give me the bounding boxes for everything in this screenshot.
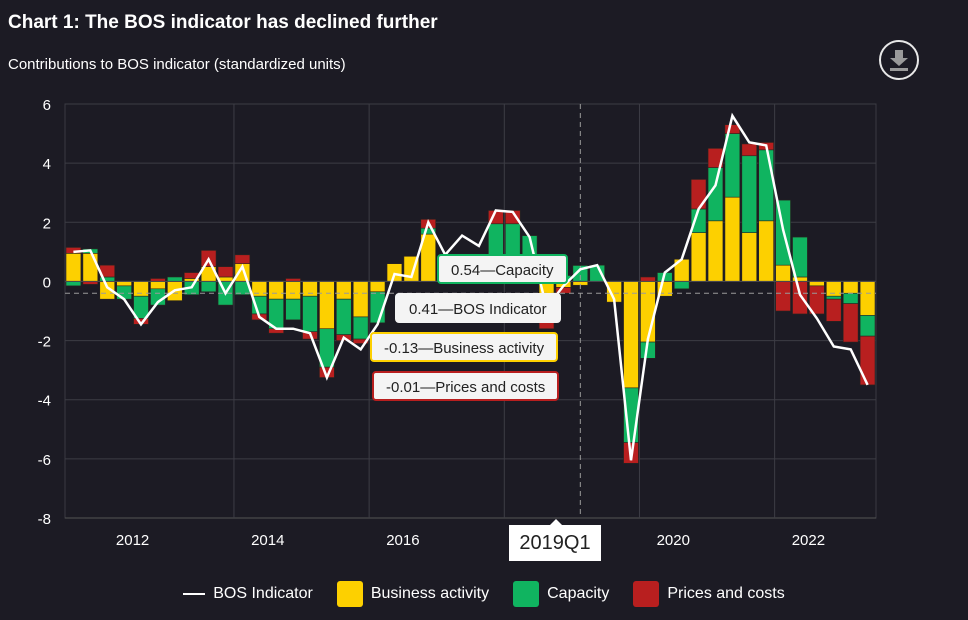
- bar-business-activity[interactable]: [319, 281, 335, 330]
- bar-capacity[interactable]: [116, 285, 132, 300]
- bar-prices-and-costs[interactable]: [741, 143, 758, 157]
- tooltip-bos-indicator: 0.41—BOS Indicator: [395, 293, 561, 323]
- chart-title: Chart 1: The BOS indicator has declined …: [8, 12, 438, 33]
- bar-prices-and-costs[interactable]: [859, 335, 876, 386]
- legend-label: BOS Indicator: [213, 585, 313, 602]
- legend-item-capacity[interactable]: Capacity: [513, 581, 609, 607]
- bar-business-activity[interactable]: [758, 220, 774, 282]
- bar-business-activity[interactable]: [690, 232, 707, 282]
- y-tick-label: -2: [38, 334, 51, 351]
- bar-business-activity[interactable]: [133, 281, 149, 297]
- bar-business-activity[interactable]: [82, 253, 99, 282]
- bar-business-activity[interactable]: [352, 281, 369, 318]
- legend-line-icon: [183, 593, 206, 595]
- legend-item-prices-and-costs[interactable]: Prices and costs: [633, 581, 785, 607]
- tooltip-capacity: 0.54—Capacity: [437, 254, 568, 284]
- bar-capacity[interactable]: [758, 149, 774, 222]
- bar-capacity[interactable]: [352, 316, 369, 340]
- bar-prices-and-costs[interactable]: [792, 281, 808, 315]
- x-tick-label: 2022: [792, 532, 825, 549]
- chart-subtitle: Contributions to BOS indicator (standard…: [8, 56, 346, 73]
- bar-capacity[interactable]: [673, 281, 690, 290]
- legend-item-business-activity[interactable]: Business activity: [336, 581, 490, 607]
- bar-capacity[interactable]: [724, 133, 741, 198]
- legend-label: Prices and costs: [667, 585, 785, 602]
- x-tick-label: 2016: [386, 532, 419, 549]
- bar-business-activity[interactable]: [65, 253, 82, 282]
- y-tick-label: -6: [38, 452, 51, 469]
- legend-label: Business activity: [370, 585, 490, 602]
- bar-prices-and-costs[interactable]: [217, 266, 234, 278]
- bar-capacity[interactable]: [741, 155, 758, 233]
- chart-area: -8-6-4-20246201220142016201820202022: [38, 97, 877, 549]
- bar-business-activity[interactable]: [640, 281, 656, 343]
- tooltip-business-activity: -0.13—Business activity: [370, 332, 559, 362]
- bar-capacity[interactable]: [792, 236, 808, 278]
- legend-swatch-icon: [513, 581, 540, 607]
- y-tick-label: -4: [38, 393, 51, 410]
- bar-capacity[interactable]: [842, 292, 859, 304]
- bar-business-activity[interactable]: [150, 281, 166, 290]
- bar-business-activity[interactable]: [775, 264, 791, 282]
- legend: BOS Indicator Business activity Capacity…: [0, 580, 968, 608]
- bar-prices-and-costs[interactable]: [640, 276, 656, 282]
- bar-capacity[interactable]: [200, 281, 217, 293]
- bar-prices-and-costs[interactable]: [352, 338, 369, 344]
- bar-capacity[interactable]: [336, 298, 352, 335]
- bar-business-activity[interactable]: [842, 281, 859, 294]
- bar-business-activity[interactable]: [369, 281, 386, 293]
- bar-business-activity[interactable]: [623, 281, 639, 389]
- bar-capacity[interactable]: [302, 295, 318, 333]
- tooltip-prices-and-costs: -0.01—Prices and costs: [372, 371, 560, 401]
- bar-business-activity[interactable]: [268, 281, 284, 300]
- bar-business-activity[interactable]: [116, 281, 132, 287]
- bar-capacity[interactable]: [167, 276, 183, 282]
- legend-swatch-icon: [336, 581, 363, 607]
- bar-business-activity[interactable]: [302, 281, 318, 297]
- bar-business-activity[interactable]: [707, 220, 724, 282]
- bar-prices-and-costs[interactable]: [826, 298, 842, 322]
- bar-prices-and-costs[interactable]: [504, 210, 521, 225]
- y-tick-label: -8: [38, 511, 51, 528]
- bar-capacity[interactable]: [65, 281, 82, 287]
- bar-business-activity[interactable]: [285, 281, 301, 300]
- download-button[interactable]: [879, 40, 919, 80]
- bar-business-activity[interactable]: [826, 281, 842, 297]
- bar-capacity[interactable]: [826, 295, 842, 300]
- legend-swatch-icon: [633, 581, 660, 607]
- bar-business-activity[interactable]: [809, 281, 825, 287]
- x-tick-label: 2012: [116, 532, 149, 549]
- x-tick-label: 2014: [251, 532, 284, 549]
- tooltip-period-label: 2019Q1: [509, 519, 601, 561]
- bar-business-activity[interactable]: [386, 263, 403, 282]
- bar-capacity[interactable]: [859, 315, 876, 337]
- bar-business-activity[interactable]: [859, 281, 876, 316]
- y-tick-label: 6: [43, 97, 51, 114]
- download-icon: [890, 50, 908, 71]
- legend-item-bos-indicator[interactable]: BOS Indicator: [183, 585, 313, 603]
- y-tick-label: 2: [43, 215, 51, 232]
- bar-business-activity[interactable]: [741, 232, 758, 282]
- bar-prices-and-costs[interactable]: [775, 281, 791, 312]
- bar-prices-and-costs[interactable]: [690, 179, 707, 210]
- bar-business-activity[interactable]: [336, 281, 352, 300]
- bos-indicator-line[interactable]: [73, 112, 869, 461]
- x-tick-label: 2020: [657, 532, 690, 549]
- bar-prices-and-costs[interactable]: [842, 303, 859, 343]
- bar-business-activity[interactable]: [724, 196, 741, 282]
- bar-prices-and-costs[interactable]: [234, 254, 251, 264]
- bar-business-activity[interactable]: [251, 281, 268, 297]
- y-tick-label: 0: [43, 274, 51, 291]
- legend-label: Capacity: [547, 585, 610, 602]
- y-tick-label: 4: [43, 156, 51, 173]
- bar-capacity[interactable]: [285, 298, 301, 321]
